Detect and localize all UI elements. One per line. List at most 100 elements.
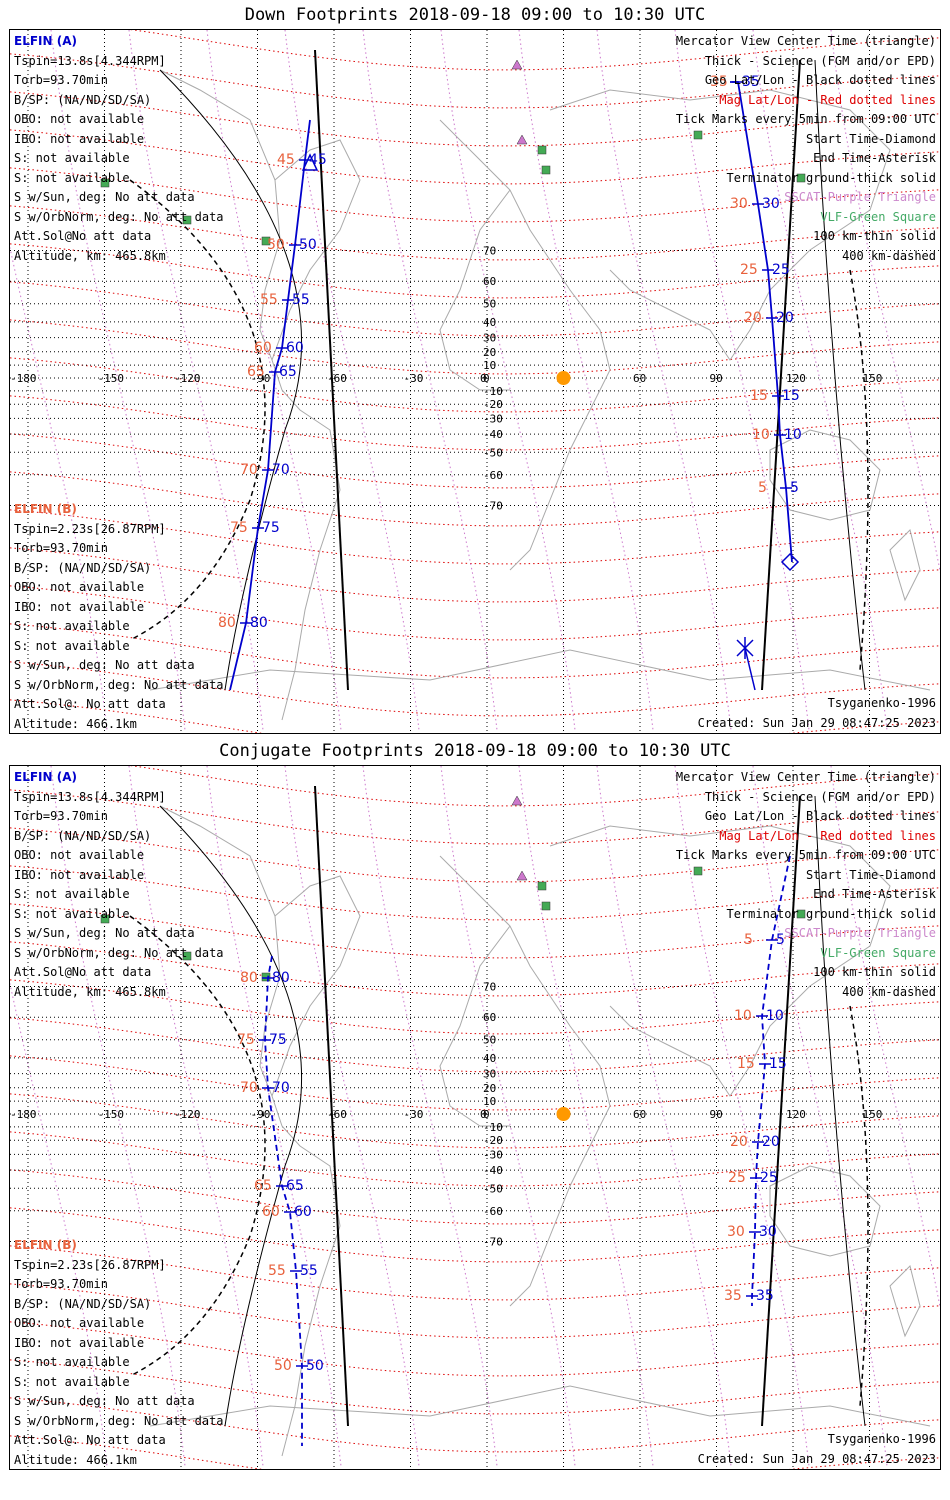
tick-label-orange: 15 [750,388,768,404]
lon-tick-label: -150 [98,372,125,385]
terminator-lines [129,785,869,1427]
tick-label-orange: 35 [724,1288,742,1304]
legend-item: Terminator ground-thick solid [726,906,936,921]
tick-label-orange: 60 [254,340,272,356]
legend-item: 100 km-thin solid [813,965,936,979]
sscat-triangle-icon [511,59,523,70]
tick-label-blue: 15 [782,388,800,404]
legend-item: VLF-Green Square [820,945,936,960]
lon-tick-label: 60 [633,1108,646,1121]
lat-tick-label: 0 [483,1108,490,1121]
lat-tick-label: -60 [483,469,503,482]
coastlines [149,69,931,721]
elfin-b-line: Att.Sol@: No att data [14,1433,166,1447]
lon-tick-label: -90 [251,372,271,385]
tick-label-blue: 75 [262,520,280,536]
tick-label-orange: 75 [237,1032,255,1048]
vlf-square-icon [541,901,551,911]
elfin-a-line: Tspin=13.8s[4.344RPM] [14,789,166,804]
elfin-a-line: S: not available [14,151,130,165]
elfin-b-line: S w/OrbNorm, deg: No att data [14,1413,224,1428]
legend-item: 400 km-dashed [842,248,936,263]
tick-label-blue: 75 [269,1032,287,1048]
elfin-b-line: S: not available [14,619,130,633]
tick-label-blue: 70 [272,1080,290,1096]
axis-labels: -180 -150 -120 -90 -60 -30 0 30 60 90 120 150 180 70 6… [10,980,940,1248]
elfin-a-line: S: not available [14,170,130,185]
elfin-a-line: OBO: not available [14,112,145,126]
legend-item: 400 km-dashed [842,984,936,999]
start-time-diamond-icon [780,552,800,572]
elfin-a-line: Tspin=13.8s[4.344RPM] [14,53,166,68]
vlf-square-icon [796,909,806,919]
vlf-square-icon [693,130,703,140]
geo-grid [10,766,940,1469]
lon-tick-label: -60 [327,372,347,385]
lat-tick-label: -20 [483,1134,503,1147]
sscat-triangle-icon [516,134,528,145]
lon-tick-label: 180 [939,1108,940,1121]
lat-tick-label: 0 [483,372,490,385]
lat-tick-label: 30 [483,332,496,345]
elfin-b-line: Tspin=2.23s[26.87RPM] [14,1257,166,1272]
map-panel-conjugate: -180 -150 -120 -90 -60 -30 0 30 60 90 120 150 180 70 6… [9,765,941,1470]
center-time-triangle-icon [301,153,319,171]
elfin-b-line: S w/Sun, deg: No att data [14,1394,195,1408]
coastlines [149,805,931,1457]
lat-tick-label: -40 [483,428,503,441]
elfin-b-line: B/SP: (NA/ND/SD/SA) [14,1296,152,1311]
sun-icon [556,371,571,385]
tick-label-orange: 25 [728,1170,746,1186]
elfin-a-line: IBO: not available [14,867,145,882]
lon-tick-label: -60 [327,1108,347,1121]
lat-tick-label: -50 [483,446,503,459]
lat-tick-label: 50 [483,298,496,311]
tick-label-blue: 10 [784,427,802,443]
tick-label-orange: 70 [240,1080,258,1096]
elfin-b-track: 5 5 10 10 15 15 20 20 25 25 30 30 35 35 [724,855,791,1306]
vlf-square-icon [182,215,192,225]
lat-tick-label: 10 [483,359,496,372]
elfin-a-line: S: not available [14,906,130,921]
elfin-b-track: 35 35 30 30 25 25 20 20 15 15 10 10 5 5 [710,74,802,691]
lon-tick-label: 0 [480,372,487,385]
tick-label-blue: 25 [760,1170,778,1186]
tick-label-blue: 65 [279,364,297,380]
legend-item: Geo Lat/Lon - Black dotted lines [704,809,936,823]
lon-tick-label: 150 [863,1108,883,1121]
tick-label-blue: 55 [292,292,310,308]
tick-label-blue: 80 [272,970,290,986]
tick-label-orange: 5 [744,932,753,948]
lat-tick-label: -40 [483,1164,503,1177]
elfin-b-line: S: not available [14,1374,130,1389]
tick-label-orange: 20 [744,310,762,326]
lon-tick-label: -180 [10,1108,37,1121]
tick-label-blue: 65 [286,1178,304,1194]
elfin-a-line: B/SP: (NA/ND/SD/SA) [14,92,152,107]
panel-title-down: Down Footprints 2018-09-18 09:00 to 10:3… [244,5,706,25]
terminator-lines [129,49,869,691]
lon-tick-label: 90 [710,372,723,385]
lat-tick-label: 20 [483,346,496,359]
elfin-a-line: Altitude, km: 465.8km [14,984,166,999]
lat-tick-label: -70 [483,500,503,513]
tick-label-orange: 20 [730,1134,748,1150]
lat-tick-label: 60 [483,275,496,288]
tick-label-blue: 20 [762,1134,780,1150]
station-markers [100,59,806,246]
vlf-square-icon [537,145,547,155]
lon-tick-label: -90 [251,1108,271,1121]
legend-item: Terminator ground-thick solid [726,170,936,185]
model-label: Tsyganenko-1996 [827,696,936,710]
geo-grid [10,30,940,733]
lat-tick-label: -60 [483,1205,503,1218]
vlf-square-icon [796,173,806,183]
station-markers [100,795,806,982]
vlf-square-icon [182,951,192,961]
map-panel-down: -180 -150 -120 -90 -60 -30 0 30 60 90 120 150 180 70 6… [9,29,941,734]
tick-label-blue: 60 [294,1204,312,1220]
lat-tick-label: 70 [483,980,496,993]
elfin-a-line: Altitude, km: 465.8km [14,248,166,263]
tick-label-orange: 5 [758,480,767,496]
